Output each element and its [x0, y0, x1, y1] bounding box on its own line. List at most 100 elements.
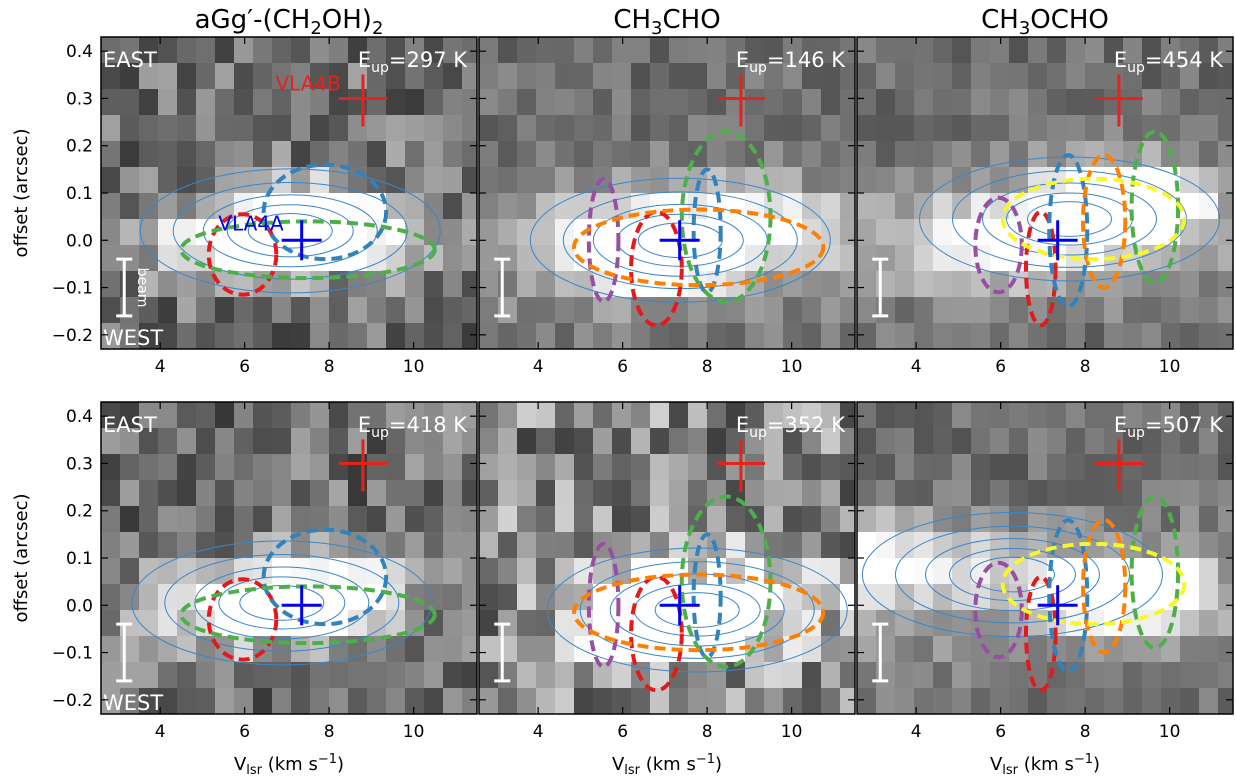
- map-pixel: [688, 662, 708, 689]
- map-pixel: [971, 480, 991, 507]
- map-pixel: [536, 428, 556, 455]
- map-pixel: [139, 219, 159, 246]
- map-pixel: [120, 480, 140, 507]
- map-pixel: [234, 37, 254, 64]
- x-tick-label: 8: [324, 722, 335, 742]
- x-tick-label: 4: [155, 357, 166, 377]
- map-pixel: [386, 402, 406, 429]
- map-pixel: [536, 506, 556, 533]
- map-pixel: [424, 688, 444, 714]
- map-pixel: [1047, 37, 1067, 64]
- map-pixel: [424, 89, 444, 116]
- map-pixel: [764, 480, 784, 507]
- map-pixel: [840, 558, 855, 585]
- map-pixel: [783, 63, 803, 90]
- map-pixel: [688, 323, 708, 349]
- map-pixel: [177, 141, 197, 168]
- map-pixel: [498, 454, 518, 481]
- map-pixel: [215, 297, 235, 324]
- map-pixel: [177, 688, 197, 714]
- map-pixel: [443, 636, 463, 663]
- map-pixel: [783, 115, 803, 142]
- map-pixel: [158, 297, 178, 324]
- map-pixel: [1218, 662, 1233, 689]
- x-tick-label: 4: [533, 722, 544, 742]
- contour-line: [139, 168, 441, 294]
- map-pixel: [329, 89, 349, 116]
- x-tick-label: 10: [781, 357, 803, 377]
- map-pixel: [139, 89, 159, 116]
- map-pixel: [405, 636, 425, 663]
- map-pixel: [101, 480, 121, 507]
- red-component-ellipse: [629, 209, 684, 328]
- map-pixel: [424, 610, 444, 637]
- map-pixel: [726, 37, 746, 64]
- map-pixel: [479, 610, 499, 637]
- map-pixel: [1218, 271, 1233, 298]
- map-pixel: [612, 402, 632, 429]
- map-pixel: [1180, 245, 1200, 272]
- map-pixel: [1142, 558, 1162, 585]
- map-pixel: [764, 323, 784, 349]
- map-pixel: [479, 89, 499, 116]
- map-pixel: [424, 193, 444, 220]
- map-pixel: [876, 193, 896, 220]
- map-pixel: [1180, 636, 1200, 663]
- map-pixel: [158, 37, 178, 64]
- map-pixel: [139, 245, 159, 272]
- map-pixel: [764, 141, 784, 168]
- map-pixel: [234, 89, 254, 116]
- map-pixel: [1066, 193, 1086, 220]
- map-pixel: [139, 37, 159, 64]
- map-pixel: [990, 115, 1010, 142]
- map-pixel: [443, 193, 463, 220]
- map-pixel: [1066, 480, 1086, 507]
- x-tick-label: 4: [911, 722, 922, 742]
- map-pixel: [120, 141, 140, 168]
- map-pixel: [405, 245, 425, 272]
- map-pixel: [536, 193, 556, 220]
- map-pixel: [1199, 193, 1219, 220]
- map-pixel: [650, 141, 670, 168]
- map-pixel: [101, 89, 121, 116]
- map-pixel: [802, 271, 822, 298]
- map-pixel: [612, 454, 632, 481]
- map-pixel: [158, 245, 178, 272]
- contour-line: [579, 561, 815, 659]
- map-pixel: [536, 271, 556, 298]
- map-pixel: [196, 506, 216, 533]
- map-pixel: [1085, 141, 1105, 168]
- map-pixel: [840, 271, 855, 298]
- map-pixel: [802, 532, 822, 559]
- map-pixel: [895, 63, 915, 90]
- map-pixel: [462, 532, 477, 559]
- map-pixel: [101, 584, 121, 611]
- map-pixel: [1180, 558, 1200, 585]
- map-pixel: [291, 271, 311, 298]
- map-pixel: [1085, 115, 1105, 142]
- map-pixel: [802, 115, 822, 142]
- map-pixel: [895, 89, 915, 116]
- map-pixel: [479, 636, 499, 663]
- map-pixel: [952, 219, 972, 246]
- map-pixel: [443, 688, 463, 714]
- map-pixel: [650, 532, 670, 559]
- map-pixel: [291, 480, 311, 507]
- map-pixel: [783, 558, 803, 585]
- map-pixel: [386, 506, 406, 533]
- column-title: CH3OCHO: [981, 5, 1109, 39]
- map-pixel: [196, 662, 216, 689]
- map-pixel: [612, 167, 632, 194]
- map-pixel: [177, 506, 197, 533]
- map-pixel: [783, 662, 803, 689]
- map-pixel: [1066, 402, 1086, 429]
- map-pixel: [1180, 297, 1200, 324]
- map-pixel: [443, 323, 463, 349]
- map-pixel: [234, 636, 254, 663]
- map-pixel: [802, 402, 822, 429]
- map-pixel: [821, 480, 841, 507]
- map-pixel: [1123, 662, 1143, 689]
- intensity-map: [479, 37, 855, 349]
- map-pixel: [914, 688, 934, 714]
- map-pixel: [177, 323, 197, 349]
